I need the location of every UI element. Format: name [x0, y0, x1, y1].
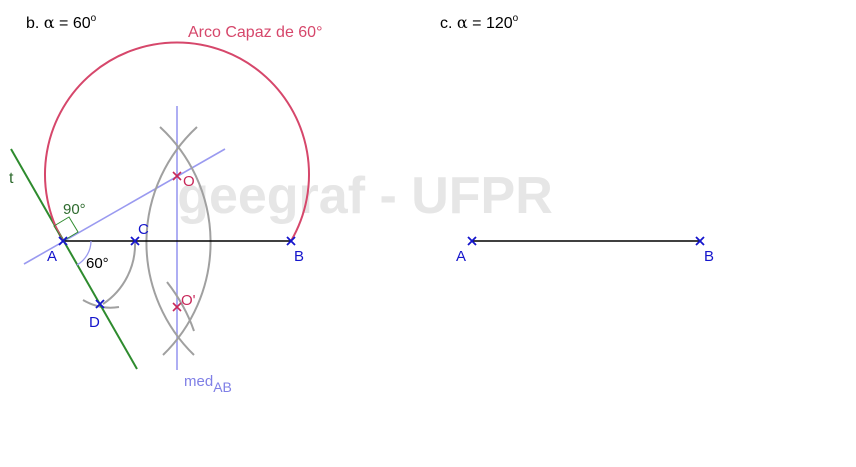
point-oprime-marker: [172, 302, 182, 312]
point-d-label: D: [89, 314, 100, 331]
point-a-c-label: A: [456, 248, 466, 265]
angle-90-label: 90°: [63, 201, 86, 218]
arc-capaz: [44, 41, 310, 242]
construction-arc-c-d: [102, 240, 137, 305]
point-b-marker: [286, 236, 296, 246]
point-a-label: A: [47, 248, 57, 265]
point-b-c-marker: [695, 236, 705, 246]
point-c-label: C: [138, 221, 149, 238]
point-a-c-marker: [467, 236, 477, 246]
point-markers-b: [58, 236, 296, 309]
watermark: geegraf - UFPR: [177, 167, 553, 225]
point-d-marker: [95, 299, 105, 309]
point-a-marker: [58, 236, 68, 246]
tangent-line: [10, 148, 138, 370]
construction-arc-oprime: [166, 281, 195, 332]
tangent-label: t: [9, 170, 14, 187]
point-o-label: O: [183, 173, 195, 190]
point-b-label: B: [294, 248, 304, 265]
point-oprime-label: O': [181, 292, 196, 309]
angle-60-label: 60°: [86, 255, 109, 272]
heading-b: b. α = 60o: [26, 13, 97, 32]
right-angle-marker: [53, 216, 79, 242]
point-b-c-label: B: [704, 248, 714, 265]
point-o-marker: [172, 171, 182, 181]
point-markers-c: [467, 236, 705, 246]
arc-capaz-label: Arco Capaz de 60°: [188, 24, 322, 41]
point-c-marker: [130, 236, 140, 246]
heading-c: c. α = 120o: [440, 13, 519, 32]
angle-60-arc: [76, 240, 92, 266]
center-markers: [172, 171, 182, 312]
mediatrix-label: medAB: [184, 373, 232, 395]
